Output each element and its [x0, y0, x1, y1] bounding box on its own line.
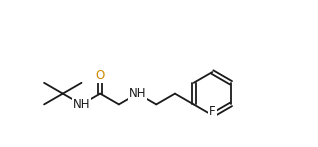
Text: NH: NH: [129, 87, 146, 100]
Text: NH: NH: [73, 98, 90, 111]
Text: F: F: [209, 105, 216, 118]
Text: O: O: [96, 69, 105, 82]
